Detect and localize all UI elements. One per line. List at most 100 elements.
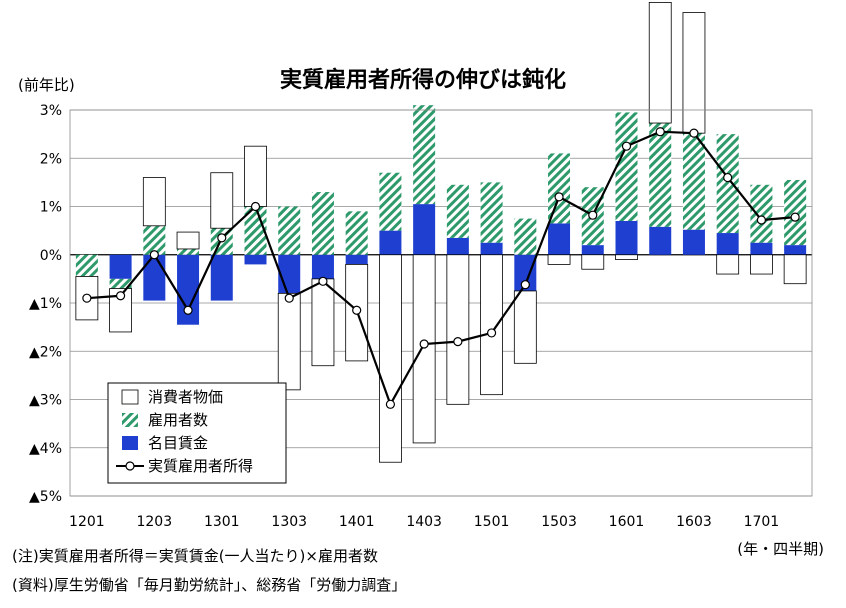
line-point — [723, 172, 733, 183]
y-tick-label: ▲3% — [29, 393, 62, 409]
bar-employment — [750, 184, 773, 243]
bar-cpi — [615, 254, 638, 260]
bar-employment — [177, 248, 200, 255]
axes: 3% 2% 1% 0% ▲1% ▲2% ▲3% ▲4% ▲5% 1201 1203 1301 1303 1… — [29, 103, 813, 530]
bar-cpi — [412, 254, 436, 444]
line-real-income — [86, 130, 796, 407]
line-point — [115, 291, 126, 301]
line-point — [453, 337, 463, 347]
bar-cpi — [244, 145, 267, 207]
bar-employment — [345, 211, 368, 255]
bar-employment — [311, 192, 334, 255]
bar-employment — [548, 153, 571, 224]
y-tick-label: ▲4% — [29, 441, 62, 457]
bar-nominal-wage — [750, 242, 773, 255]
line-point — [419, 339, 429, 349]
bar-employment — [446, 184, 469, 238]
bar-nominal-wage — [109, 254, 132, 279]
y-tick-label: 2% — [40, 151, 62, 167]
bar-employment — [716, 134, 739, 234]
line-point — [82, 293, 92, 303]
x-tick-label: 1701 — [744, 514, 780, 530]
bar-employment — [682, 133, 705, 230]
x-period-label: (年・四半期) — [737, 540, 824, 558]
bar-cpi — [682, 12, 706, 134]
footnote-source: (資料)厚生労働省「毎月勤労統計」、総務省「労働力調査」 — [12, 576, 407, 594]
bar-nominal-wage — [784, 245, 807, 255]
bar-cpi — [547, 254, 571, 265]
bar-nominal-wage — [446, 237, 469, 255]
line-point — [554, 192, 564, 202]
bar-employment — [379, 172, 402, 231]
line-point — [284, 293, 294, 303]
bar-cpi — [480, 254, 503, 396]
bar-cpi — [379, 254, 402, 463]
bar-cpi — [176, 231, 200, 250]
bar-cpi — [109, 288, 132, 333]
bar-nominal-wage — [615, 220, 638, 255]
bar-employment — [413, 105, 436, 205]
line-point — [689, 128, 699, 138]
y-unit-label: (前年比) — [18, 76, 75, 94]
x-tick-label: 1203 — [136, 514, 172, 530]
bar-employment — [514, 218, 537, 255]
line-point — [352, 305, 362, 315]
y-tick-label: 3% — [40, 103, 62, 119]
y-tick-label: 0% — [40, 248, 62, 264]
legend-label: 実質雇用者所得 — [148, 457, 253, 475]
line-point — [217, 233, 227, 243]
y-tick-label: ▲1% — [29, 296, 62, 312]
bar-nominal-wage — [649, 226, 672, 255]
bar-cpi — [142, 177, 166, 227]
bar-employment — [278, 206, 301, 255]
bar-nominal-wage — [682, 229, 705, 255]
legend-label: 雇用者数 — [148, 411, 208, 429]
line-point — [318, 276, 328, 286]
bar-cpi — [311, 278, 335, 367]
line-point — [385, 399, 396, 409]
bar-nominal-wage — [413, 204, 436, 255]
bar-cpi — [783, 254, 807, 285]
line-point — [790, 212, 800, 222]
line-point — [520, 280, 530, 290]
bar-cpi — [277, 292, 301, 391]
y-tick-label: ▲2% — [29, 344, 62, 360]
line-point — [588, 210, 598, 220]
bar-employment — [75, 254, 98, 277]
line-point — [149, 250, 159, 260]
bar-cpi — [648, 2, 672, 124]
bar-cpi — [716, 254, 740, 275]
line-point — [486, 328, 497, 338]
bar-nominal-wage — [244, 254, 267, 265]
bar-employment — [480, 182, 503, 243]
chart-title: 実質雇用者所得の伸びは鈍化 — [279, 68, 566, 93]
bar-nominal-wage — [716, 233, 739, 255]
bar-cpi — [210, 172, 234, 229]
line-point — [183, 305, 193, 315]
legend-label: 消費者物価 — [148, 388, 223, 406]
x-tick-label: 1401 — [339, 514, 375, 530]
legend-swatch — [121, 389, 139, 405]
bar-cpi — [513, 290, 537, 364]
plot-frame — [69, 109, 813, 497]
y-tick-label: ▲5% — [29, 489, 62, 505]
footnote-note: (注)実質雇用者所得＝実質賃金(一人当たり)×雇用者数 — [12, 547, 378, 565]
bar-nominal-wage — [345, 254, 368, 265]
bar-employment — [649, 123, 672, 227]
bar-nominal-wage — [480, 242, 503, 255]
bar-nominal-wage — [143, 254, 166, 301]
legend-swatch — [122, 413, 138, 427]
bar-cpi — [581, 254, 605, 270]
line-point — [250, 201, 261, 212]
x-tick-label: 1403 — [406, 514, 442, 530]
legend-label: 名目賃金 — [148, 434, 208, 452]
line-series — [82, 127, 800, 409]
bar-nominal-wage — [514, 254, 537, 291]
bar-nominal-wage — [379, 230, 402, 255]
y-tick-label: 1% — [40, 200, 62, 216]
bar-nominal-wage — [177, 254, 200, 325]
bar-nominal-wage — [311, 254, 334, 279]
line-point — [655, 127, 665, 137]
x-tick-label: 1503 — [541, 514, 577, 530]
